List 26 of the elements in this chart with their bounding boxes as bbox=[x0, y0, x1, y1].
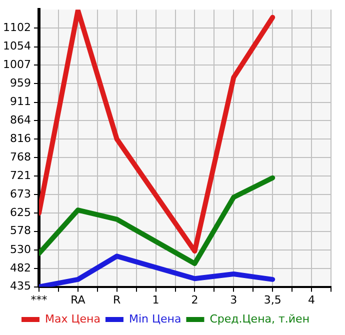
x-tick-label: RA bbox=[70, 293, 86, 306]
y-tick-label: 673 bbox=[10, 187, 31, 200]
legend-label: Max Цена bbox=[44, 312, 100, 326]
legend-label: Сред.Цена, т.йен bbox=[210, 312, 310, 326]
legend-label: Min Цена bbox=[128, 312, 182, 326]
y-tick-label: 435 bbox=[10, 280, 31, 293]
x-tick-label: 3 bbox=[230, 293, 238, 306]
y-tick-label: 768 bbox=[10, 150, 31, 164]
y-tick-label: 959 bbox=[10, 76, 31, 90]
x-tick-label: 1 bbox=[152, 293, 160, 306]
x-tick-label: 4 bbox=[308, 293, 316, 306]
y-tick-label: 864 bbox=[10, 113, 31, 126]
y-tick-label: 625 bbox=[10, 206, 31, 219]
x-tick-label: 2 bbox=[191, 293, 198, 306]
y-tick-label: 1054 bbox=[2, 40, 31, 53]
y-tick-label: 1007 bbox=[2, 58, 31, 71]
y-tick-label: 530 bbox=[10, 242, 31, 256]
x-tick-label: 3,5 bbox=[264, 293, 282, 306]
x-tick-label: R bbox=[113, 293, 122, 306]
y-tick-label: 816 bbox=[10, 132, 31, 145]
y-tick-label: 1102 bbox=[2, 21, 31, 34]
x-tick-label: *** bbox=[30, 293, 48, 306]
y-tick-label: 482 bbox=[10, 261, 31, 274]
y-tick-label: 721 bbox=[10, 168, 31, 182]
y-tick-label: 911 bbox=[10, 95, 31, 108]
y-tick-label: 578 bbox=[10, 224, 31, 238]
